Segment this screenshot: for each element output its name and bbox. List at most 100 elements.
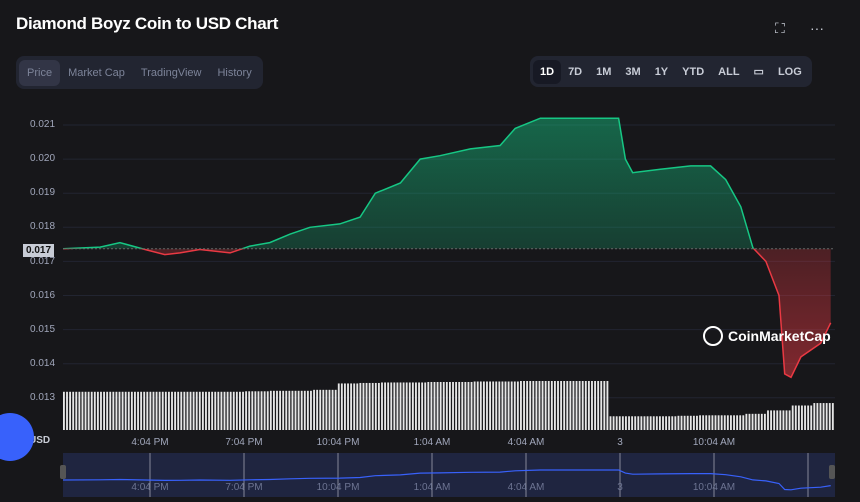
volume-bar bbox=[708, 415, 711, 430]
navigator-tick: 4:04 PM bbox=[131, 482, 169, 493]
volume-bar bbox=[226, 391, 229, 430]
volume-bar bbox=[739, 415, 742, 430]
volume-bar bbox=[628, 416, 630, 430]
volume-bar bbox=[282, 390, 285, 430]
volume-bar bbox=[415, 382, 417, 430]
volume-bar bbox=[584, 381, 587, 430]
volume-bar bbox=[430, 381, 433, 430]
range-1m[interactable]: 1M bbox=[596, 65, 612, 78]
y-tick: 0.019 bbox=[30, 187, 56, 198]
x-tick: 1:04 AM bbox=[413, 437, 451, 448]
volume-bar bbox=[566, 381, 569, 430]
volume-bar bbox=[692, 415, 695, 430]
volume-bar bbox=[640, 416, 643, 430]
calendar-icon[interactable]: ▭ bbox=[753, 66, 764, 78]
range-1d[interactable]: 1D bbox=[533, 59, 562, 84]
navigator-tick: 3 bbox=[617, 482, 623, 493]
volume-bar bbox=[418, 382, 420, 430]
range-ytd[interactable]: YTD bbox=[682, 65, 705, 78]
volume-bar bbox=[492, 381, 495, 430]
volume-bar bbox=[575, 381, 578, 430]
volume-bar bbox=[205, 391, 207, 430]
navigator-tick: 7:04 PM bbox=[225, 482, 263, 493]
volume-bar bbox=[276, 390, 278, 430]
tab-tradingview[interactable]: TradingView bbox=[140, 66, 202, 79]
volume-bar bbox=[637, 416, 640, 430]
volume-bar bbox=[482, 381, 485, 430]
volume-bar bbox=[93, 391, 96, 430]
volume-bar bbox=[161, 391, 164, 430]
volume-bar bbox=[300, 390, 303, 430]
volume-bar bbox=[470, 381, 473, 430]
volume-bar bbox=[597, 381, 600, 430]
volume-bar bbox=[294, 390, 297, 430]
volume-bar bbox=[306, 390, 309, 430]
volume-bar bbox=[822, 403, 825, 430]
volume-bar bbox=[513, 381, 516, 430]
volume-bar bbox=[245, 391, 248, 430]
volume-bar bbox=[140, 391, 143, 430]
volume-bar bbox=[547, 381, 550, 430]
volume-bar bbox=[770, 410, 773, 430]
volume-bar bbox=[683, 415, 686, 430]
fullscreen-icon[interactable]: ⛶ bbox=[775, 20, 785, 36]
volume-bar bbox=[340, 383, 343, 430]
volume-bar bbox=[75, 391, 78, 430]
volume-bar bbox=[467, 381, 470, 430]
x-tick: 4:04 PM bbox=[131, 437, 169, 448]
volume-bar bbox=[433, 381, 436, 430]
volume-bar bbox=[316, 389, 319, 430]
volume-bar bbox=[223, 391, 226, 430]
range-navigator[interactable] bbox=[63, 453, 835, 497]
volume-bar bbox=[581, 381, 584, 430]
y-tick: 0.018 bbox=[30, 221, 56, 232]
volume-bar bbox=[717, 415, 720, 430]
volume-bar bbox=[152, 391, 155, 430]
volume-bar bbox=[177, 391, 180, 430]
range-3m[interactable]: 3M bbox=[625, 65, 641, 78]
volume-bar bbox=[100, 391, 102, 430]
y-tick: 0.017 bbox=[30, 256, 56, 267]
volume-bar bbox=[254, 391, 257, 430]
volume-bar bbox=[174, 391, 177, 430]
volume-bar bbox=[634, 416, 637, 430]
volume-bar bbox=[331, 389, 334, 430]
range-all[interactable]: ALL bbox=[718, 65, 740, 78]
volume-bar bbox=[214, 391, 217, 430]
volume-bar bbox=[192, 391, 195, 430]
volume-bar bbox=[680, 415, 683, 430]
y-tick: 0.020 bbox=[30, 153, 56, 164]
tab-price[interactable]: Price bbox=[19, 59, 61, 86]
navigator-tick: 10:04 PM bbox=[316, 482, 360, 493]
volume-bar bbox=[720, 415, 723, 430]
volume-bar bbox=[195, 391, 198, 430]
volume-bar bbox=[87, 391, 90, 430]
range-1y[interactable]: 1Y bbox=[654, 65, 669, 78]
volume-bar bbox=[705, 415, 708, 430]
volume-bar bbox=[239, 391, 241, 430]
tab-market-cap[interactable]: Market Cap bbox=[68, 66, 125, 79]
volume-bar bbox=[553, 381, 556, 430]
volume-bar bbox=[779, 410, 782, 430]
volume-bar bbox=[473, 381, 476, 430]
volume-bar bbox=[201, 391, 204, 430]
volume-bar bbox=[452, 381, 454, 430]
volume-bar bbox=[374, 382, 377, 430]
more-icon[interactable]: ··· bbox=[810, 20, 824, 36]
coinmarketcap-watermark: CoinMarketCap bbox=[703, 326, 831, 346]
volume-bar bbox=[801, 405, 803, 430]
volume-bar bbox=[788, 410, 791, 430]
volume-bar bbox=[303, 390, 306, 430]
volume-bar bbox=[158, 391, 161, 430]
range-log[interactable]: LOG bbox=[777, 65, 802, 78]
volume-bar bbox=[84, 391, 87, 430]
tab-history[interactable]: History bbox=[217, 66, 252, 79]
volume-bar bbox=[773, 410, 776, 430]
y-tick: 0.015 bbox=[30, 324, 56, 335]
volume-bar bbox=[532, 381, 535, 430]
volume-bar bbox=[643, 416, 646, 430]
current-price-label: 0.017 bbox=[23, 244, 55, 257]
volume-bar bbox=[649, 416, 652, 430]
range-7d[interactable]: 7D bbox=[568, 65, 583, 78]
